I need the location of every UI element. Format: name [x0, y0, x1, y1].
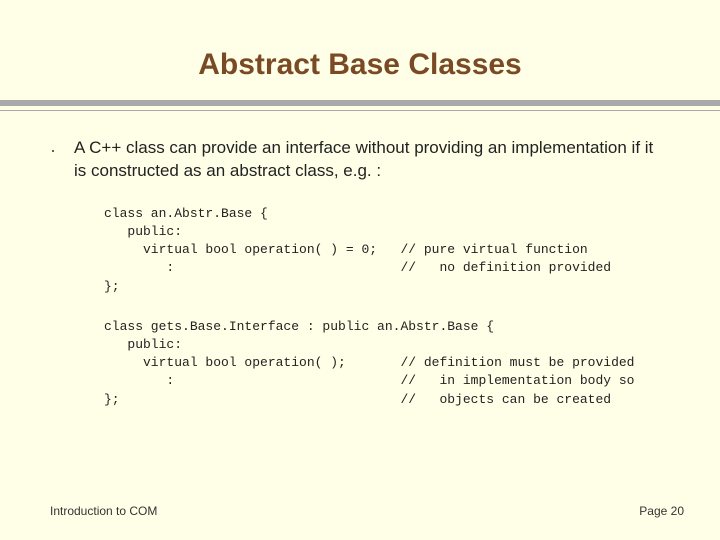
divider-bar [0, 100, 720, 106]
bullet-text: A C++ class can provide an interface wit… [74, 137, 670, 183]
content-area: · A C++ class can provide an interface w… [0, 111, 720, 409]
footer-right: Page 20 [639, 504, 684, 518]
code-block-1: class an.Abstr.Base { public: virtual bo… [104, 205, 670, 296]
footer-left: Introduction to COM [50, 504, 157, 518]
code-block-2: class gets.Base.Interface : public an.Ab… [104, 318, 670, 409]
bullet-marker: · [50, 137, 56, 163]
slide: Abstract Base Classes · A C++ class can … [0, 0, 720, 540]
footer: Introduction to COM Page 20 [50, 504, 684, 518]
bullet-item: · A C++ class can provide an interface w… [50, 137, 670, 183]
slide-title: Abstract Base Classes [0, 0, 720, 100]
